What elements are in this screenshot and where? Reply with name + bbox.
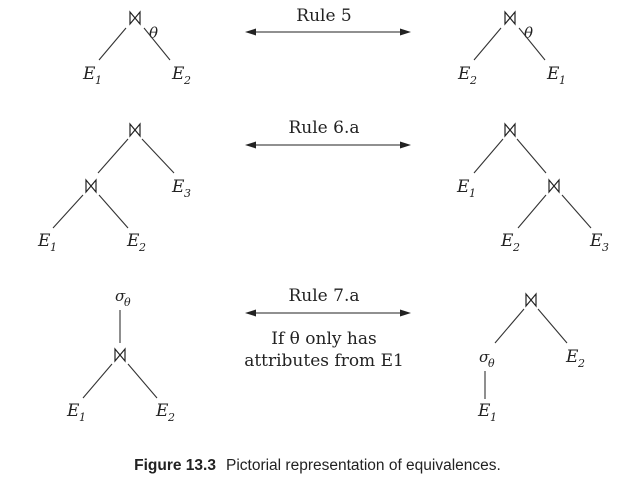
tree-edge	[98, 27, 127, 61]
figure-number: Figure 13.3	[134, 457, 216, 474]
rule7a-condition-line2: attributes from E1	[244, 351, 404, 371]
svg-text:1: 1	[469, 187, 476, 200]
theta-symbol: θ	[149, 24, 158, 42]
tree-edge	[473, 138, 504, 174]
svg-text:2: 2	[167, 411, 175, 424]
relation-e2: E 2	[500, 231, 520, 254]
tree-edge	[97, 138, 129, 174]
relation-e3: E 3	[171, 177, 191, 200]
relation-e3: E 3	[589, 231, 609, 254]
theta-join-icon	[504, 11, 516, 25]
tree-edge	[494, 308, 525, 344]
arrowhead-right	[400, 141, 411, 149]
svg-text:E: E	[171, 177, 185, 197]
rule7a-label: Rule 7.a	[288, 286, 359, 306]
svg-text:E: E	[66, 401, 80, 421]
theta-join-icon	[129, 11, 141, 25]
svg-text:3: 3	[602, 241, 609, 254]
join-icon	[525, 293, 537, 307]
arrowhead-right	[400, 309, 411, 317]
arrowhead-right	[400, 28, 411, 36]
svg-text:2: 2	[138, 241, 146, 254]
arrowhead-left	[245, 309, 256, 317]
svg-text:3: 3	[184, 187, 191, 200]
svg-text:E: E	[155, 401, 169, 421]
selection-sigma: σ	[115, 287, 126, 305]
svg-text:E: E	[589, 231, 603, 251]
svg-text:2: 2	[469, 74, 477, 87]
rule7a-condition-line1: If θ only has	[271, 329, 377, 349]
selection-theta: θ	[488, 357, 495, 370]
svg-text:E: E	[500, 231, 514, 251]
relation-e2: E 2	[565, 347, 585, 370]
rule6a-right-tree: E 1 E 2 E 3	[456, 123, 609, 254]
rule5-label: Rule 5	[296, 6, 351, 26]
join-icon	[504, 123, 516, 137]
selection-sigma: σ	[479, 348, 490, 366]
relation-e1: E 1	[66, 401, 86, 424]
svg-text:1: 1	[50, 241, 57, 254]
svg-text:E: E	[477, 401, 491, 421]
relation-e2: E 2	[171, 64, 191, 87]
tree-edge	[561, 194, 592, 229]
relation-e1: E 1	[37, 231, 57, 254]
svg-text:E: E	[456, 177, 470, 197]
svg-text:1: 1	[79, 411, 86, 424]
join-icon	[85, 179, 97, 193]
arrowhead-left	[245, 141, 256, 149]
rule7a-right-tree: σ θ E 2 E 1	[477, 293, 585, 424]
tree-edge	[473, 27, 502, 61]
relation-e1: E 1	[546, 64, 566, 87]
tree-edge	[518, 27, 546, 61]
rule5-left-tree: θ E 1 E 2	[82, 11, 191, 87]
tree-edge	[52, 194, 84, 229]
svg-text:1: 1	[559, 74, 566, 87]
svg-text:E: E	[457, 64, 471, 84]
rule5-right-tree: θ E 2 E 1	[457, 11, 566, 87]
svg-text:2: 2	[183, 74, 191, 87]
tree-edge	[98, 194, 129, 229]
svg-text:1: 1	[490, 411, 497, 424]
tree-edge	[141, 138, 175, 174]
theta-symbol: θ	[524, 24, 533, 42]
tree-edge	[516, 138, 547, 174]
svg-text:E: E	[37, 231, 51, 251]
join-icon	[548, 179, 560, 193]
relation-e1: E 1	[82, 64, 102, 87]
join-icon	[114, 348, 126, 362]
relation-e2: E 2	[457, 64, 477, 87]
figure-caption-text: Pictorial representation of equivalences…	[225, 457, 501, 474]
svg-text:E: E	[546, 64, 560, 84]
tree-edge	[127, 363, 158, 399]
svg-text:E: E	[171, 64, 185, 84]
tree-edge	[517, 194, 547, 229]
relation-e1: E 1	[456, 177, 476, 200]
rule7a-left-tree: σ θ E 1 E 2	[66, 287, 175, 424]
svg-text:E: E	[82, 64, 96, 84]
rule6a-arrow: Rule 6.a	[245, 118, 411, 149]
tree-edge	[143, 27, 171, 61]
svg-text:2: 2	[512, 241, 520, 254]
rule6a-label: Rule 6.a	[288, 118, 359, 138]
relation-e2: E 2	[155, 401, 175, 424]
join-icon	[129, 123, 141, 137]
rule5-arrow: Rule 5	[245, 6, 411, 36]
relation-e1: E 1	[477, 401, 497, 424]
rule6a-left-tree: E 3 E 1 E 2	[37, 123, 191, 254]
svg-text:1: 1	[95, 74, 102, 87]
svg-text:E: E	[126, 231, 140, 251]
svg-text:E: E	[565, 347, 579, 367]
arrowhead-left	[245, 28, 256, 36]
tree-edge	[82, 363, 113, 399]
selection-theta: θ	[124, 296, 131, 309]
relation-e2: E 2	[126, 231, 146, 254]
rule7a-arrow: Rule 7.a If θ only has attributes from E…	[244, 286, 411, 371]
svg-text:2: 2	[577, 357, 585, 370]
tree-edge	[537, 308, 568, 344]
figure-caption: Figure 13.3 Pictorial representation of e…	[0, 457, 635, 475]
